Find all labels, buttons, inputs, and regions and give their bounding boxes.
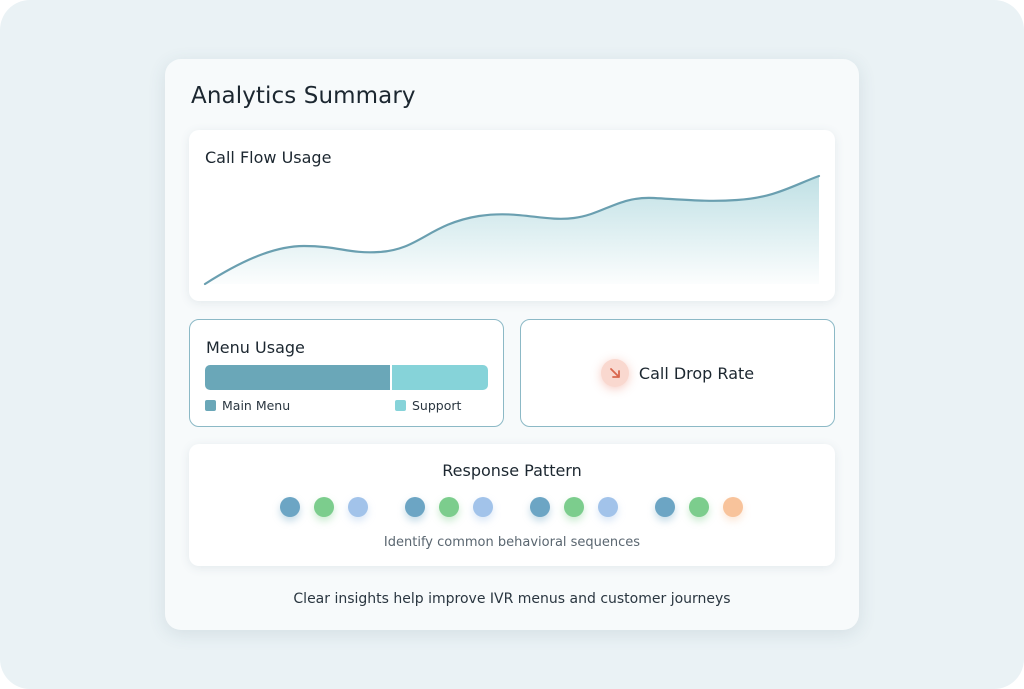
menu-usage-segment-main-menu xyxy=(205,365,391,390)
trend-down-arrow-icon xyxy=(600,359,629,387)
response-dot xyxy=(405,497,425,517)
call-flow-usage-chart xyxy=(203,174,821,286)
response-pattern-caption: Identify common behavioral sequences xyxy=(383,535,641,550)
response-dot xyxy=(564,497,584,517)
call-flow-usage-title: Call Flow Usage xyxy=(205,148,332,167)
support-swatch xyxy=(395,400,406,411)
response-dot xyxy=(598,497,618,517)
response-dot xyxy=(439,497,459,517)
menu-usage-bar-gap xyxy=(390,365,393,390)
response-dot xyxy=(280,497,300,517)
legend-main-menu-label: Main Menu xyxy=(222,398,291,413)
response-dot xyxy=(314,497,334,517)
response-dot xyxy=(473,497,493,517)
call-drop-rate-label: Call Drop Rate xyxy=(638,363,755,383)
call-flow-line xyxy=(203,174,821,286)
legend-support-label: Support xyxy=(412,398,462,413)
main-menu-swatch xyxy=(205,400,216,411)
response-dot xyxy=(723,497,743,517)
footer-text: Clear insights help improve IVR menus an… xyxy=(293,591,731,607)
call-drop-rate-panel[interactable]: Call Drop Rate xyxy=(520,319,835,427)
menu-usage-bar xyxy=(205,365,488,390)
legend-support: Support xyxy=(395,398,461,413)
menu-usage-title: Menu Usage xyxy=(206,338,305,357)
card-title: Analytics Summary xyxy=(191,83,416,109)
response-pattern-dots xyxy=(189,444,835,566)
call-flow-usage-panel: Call Flow Usage xyxy=(189,130,835,301)
response-dot xyxy=(655,497,675,517)
call-drop-rate-content: Call Drop Rate xyxy=(521,320,834,426)
legend-main-menu: Main Menu xyxy=(205,398,290,413)
response-pattern-title: Response Pattern xyxy=(442,461,582,480)
call-flow-area xyxy=(205,176,819,284)
response-dot xyxy=(348,497,368,517)
response-pattern-panel: Response Pattern Identify common behavio… xyxy=(189,444,835,566)
menu-usage-segment-support xyxy=(392,365,488,390)
analytics-summary-card: Analytics Summary Call Flow Usage Menu U… xyxy=(165,59,859,630)
response-dot xyxy=(689,497,709,517)
menu-usage-panel: Menu Usage Main Menu Support xyxy=(189,319,504,427)
response-dot xyxy=(530,497,550,517)
